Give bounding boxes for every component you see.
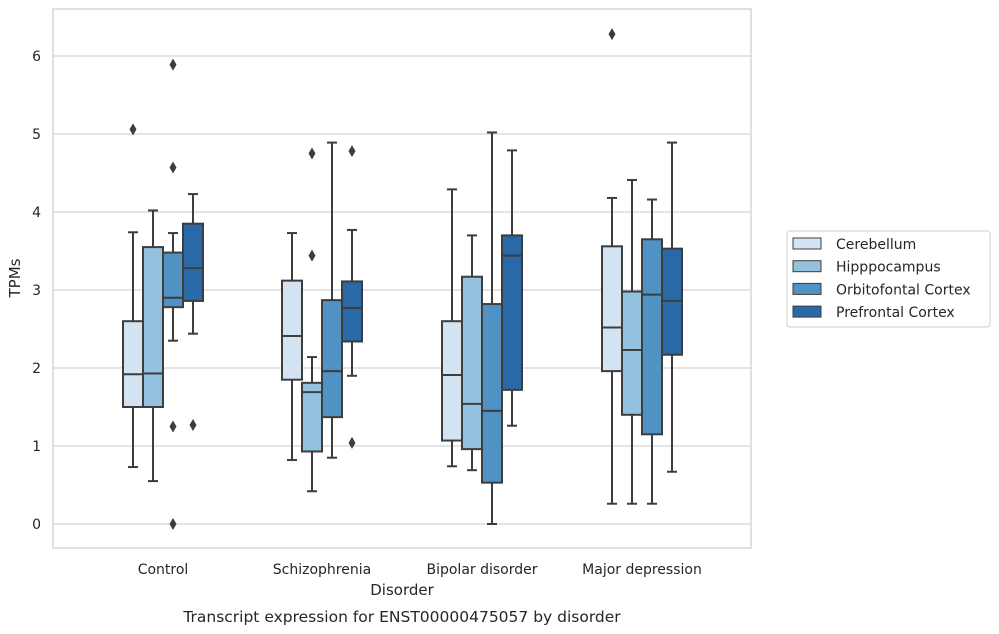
y-tick-label: 2 [32, 361, 41, 377]
x-tick-label: Schizophrenia [273, 562, 371, 578]
legend-label: Hipppocampus [836, 260, 941, 276]
legend-swatch [792, 237, 822, 250]
outlier-point [308, 147, 316, 160]
y-tick-label: 0 [32, 517, 41, 533]
legend-swatch [792, 282, 822, 295]
legend-label: Orbitofontal Cortex [836, 282, 971, 298]
legend-swatch [792, 305, 822, 318]
y-tick-label: 3 [32, 283, 41, 299]
outlier-point [169, 518, 177, 530]
outlier-point [308, 249, 316, 262]
legend: Cerebellum Hipppocampus Orbitofontal Corte… [786, 230, 991, 328]
box [122, 320, 144, 409]
box [341, 280, 363, 343]
y-tick-label: 1 [32, 439, 41, 455]
box [501, 234, 523, 391]
box-group [601, 28, 623, 505]
box-group [481, 131, 503, 525]
legend-label: Prefrontal Cortex [836, 305, 955, 321]
box-group [142, 209, 164, 483]
x-tick-label: Major depression [582, 562, 702, 578]
box [461, 275, 483, 451]
box-group [501, 149, 523, 427]
box [182, 222, 204, 302]
box-group [341, 145, 363, 449]
outlier-point [189, 418, 197, 431]
y-tick-label: 5 [32, 127, 41, 143]
legend-frame [786, 230, 991, 328]
box [621, 290, 643, 416]
box [601, 245, 623, 373]
outlier-point [348, 145, 356, 158]
box-group [661, 141, 683, 473]
box [481, 303, 503, 484]
y-tick-label: 4 [32, 205, 41, 221]
box-group [641, 198, 663, 505]
outlier-point [169, 420, 177, 433]
box [641, 238, 663, 436]
x-tick-label: Bipolar disorder [426, 562, 537, 578]
box [281, 279, 303, 381]
chart-title: Transcript expression for ENST0000047505… [182, 608, 621, 626]
box [321, 299, 343, 419]
legend-swatch [792, 260, 822, 273]
outlier-point [169, 161, 177, 174]
box-group [321, 141, 343, 459]
box [142, 246, 164, 408]
box-group [621, 179, 643, 505]
box-group [441, 188, 463, 468]
outlier-point [348, 436, 356, 449]
outlier-point [608, 28, 616, 41]
box [162, 251, 184, 309]
x-axis-label: Disorder [370, 581, 434, 599]
y-tick-label: 6 [32, 49, 41, 65]
x-tick-label: Control [138, 562, 189, 578]
box-group [182, 193, 204, 431]
box-group [281, 232, 303, 462]
outlier-point [129, 123, 137, 136]
box [441, 320, 463, 442]
y-axis-label: TPMs [6, 258, 24, 298]
outlier-point [169, 58, 177, 71]
legend-label: Cerebellum [836, 237, 916, 253]
